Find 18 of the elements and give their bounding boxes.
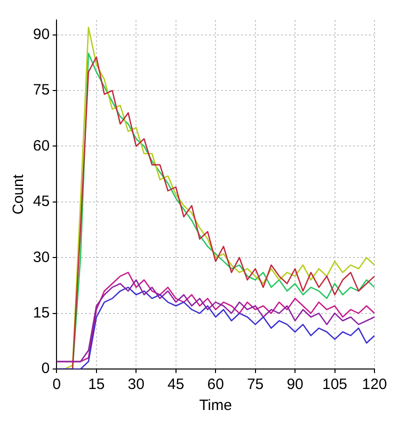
y-axis-title: Count — [10, 174, 28, 215]
y-tick-label: 75 — [32, 82, 50, 99]
y-tick-label: 30 — [32, 248, 50, 266]
y-tick-label: 45 — [32, 193, 50, 210]
x-axis-title: Time — [199, 397, 232, 414]
y-tick-label: 60 — [32, 137, 50, 154]
y-tick-label: 15 — [32, 304, 50, 322]
x-tick-label: 90 — [286, 376, 304, 394]
x-tick-label: 15 — [88, 376, 105, 394]
y-tick-label: 90 — [32, 26, 50, 43]
x-tick-label: 105 — [322, 376, 348, 394]
x-tick-label: 30 — [128, 376, 144, 394]
y-tick-label: 0 — [41, 360, 50, 378]
x-tick-label: 75 — [246, 376, 264, 394]
x-tick-label: 120 — [362, 376, 387, 394]
x-tick-label: 45 — [168, 376, 184, 394]
x-tick-label: 60 — [207, 376, 224, 394]
x-tick-label: 0 — [52, 376, 61, 394]
